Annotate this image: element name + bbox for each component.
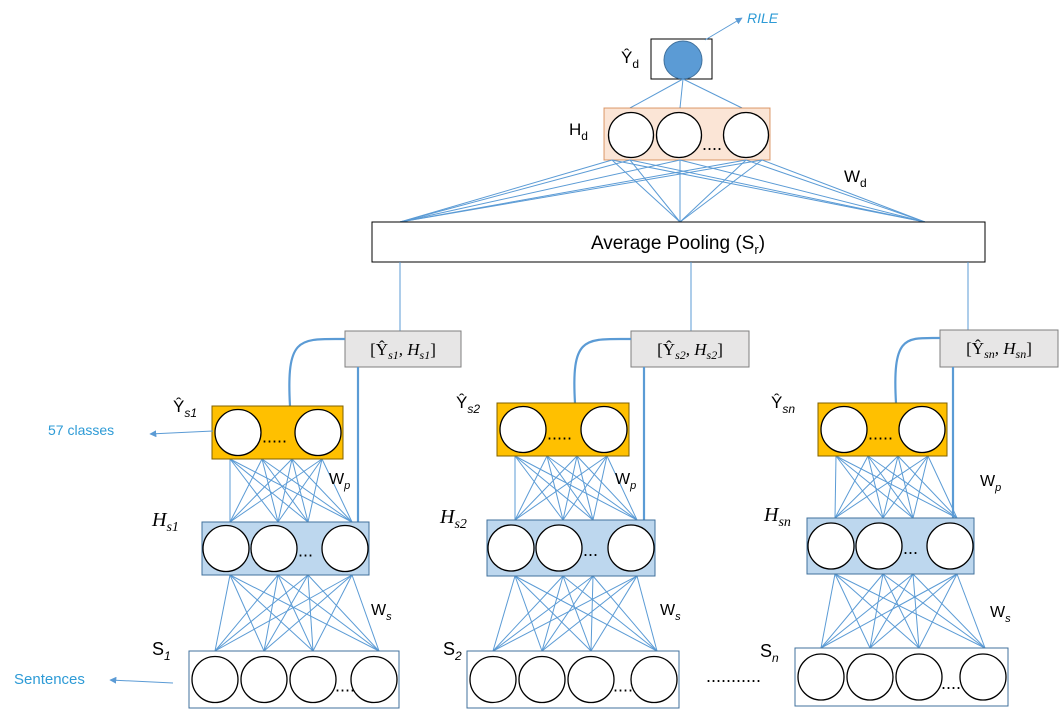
input-node <box>289 655 337 704</box>
class-dots: ..... <box>547 424 572 444</box>
input-node <box>630 655 678 704</box>
hidden-node <box>855 522 903 570</box>
doc-hidden-node <box>722 111 770 159</box>
ws-label: Ws <box>371 602 392 623</box>
class-layer-label: Ŷs2 <box>456 393 480 416</box>
ws-edges <box>820 573 986 649</box>
concat-box <box>630 330 750 368</box>
average-pooling-box <box>371 221 986 263</box>
output-to-doc-hidden-edges <box>629 78 743 109</box>
input-dots: .... <box>941 673 961 693</box>
sentences-arrow <box>109 676 174 684</box>
sentence-hidden-label: Hsn <box>763 504 791 530</box>
doc-hidden-node <box>607 111 655 159</box>
input-node <box>959 653 1007 701</box>
wp-label: Wp <box>615 471 636 492</box>
input-node <box>350 655 398 704</box>
class-to-concat-curve <box>894 336 941 404</box>
classes-arrow <box>149 430 214 438</box>
sentence-input-label: Sn <box>760 641 779 665</box>
doc-hidden-node <box>655 111 703 159</box>
input-node <box>518 655 566 704</box>
sentence-input-label: S1 <box>152 639 171 663</box>
input-node <box>846 653 894 701</box>
wp-label: Wp <box>980 473 1001 494</box>
input-node <box>240 655 288 704</box>
hidden-node <box>321 524 369 573</box>
class-node <box>294 408 342 457</box>
class-layer-label: Ŷsn <box>771 393 795 416</box>
concat-box <box>939 329 1059 368</box>
class-to-concat-curve <box>288 337 346 407</box>
ws-label: Ws <box>990 604 1011 625</box>
annotations: 57 classes Sentences ........... <box>14 422 761 688</box>
ws-edges <box>214 574 380 652</box>
class-dots: ..... <box>262 427 287 447</box>
input-dots: .... <box>335 676 355 696</box>
hidden-node <box>250 524 298 573</box>
sentence-input-label: S2 <box>443 639 462 663</box>
average-pooling-label: Average Pooling (Sr) <box>591 233 765 257</box>
hidden-dots: ... <box>583 540 598 560</box>
ws-label: Ws <box>660 602 681 623</box>
sentence-branches: [Ŷs1, Hs1].....Ŷs1...Hs1....S1WpWs[Ŷs2, … <box>151 329 1059 709</box>
rile-label: RILE <box>747 10 779 26</box>
branch-1: [Ŷs1, Hs1]..... Ŷs1... Hs1.... S1 Wp Ws <box>151 330 462 709</box>
class-dots: ..... <box>868 424 893 444</box>
hidden-dots: ... <box>298 541 313 561</box>
document-level: Ŷd RILE .... Hd <box>371 10 986 331</box>
pooling-to-concat-edges <box>399 262 969 331</box>
ws-edges <box>492 575 658 652</box>
hidden-node <box>926 522 974 570</box>
hidden-node <box>487 524 535 572</box>
concat-box <box>344 330 462 368</box>
class-node <box>820 405 868 454</box>
wp-edges <box>834 455 958 519</box>
classes-annotation: 57 classes <box>48 422 114 438</box>
rile-arrow <box>704 17 743 41</box>
document-output-node <box>663 40 703 80</box>
hidden-node <box>607 524 655 572</box>
hidden-dots: ... <box>903 538 918 558</box>
wp-label: Wp <box>329 471 350 492</box>
doc-hidden-dots: .... <box>702 134 722 154</box>
input-node <box>797 653 845 701</box>
sentences-annotation: Sentences <box>14 671 85 688</box>
class-node <box>580 405 628 454</box>
input-node <box>567 655 615 704</box>
sentence-hidden-label: Hs2 <box>439 506 467 532</box>
branch-3: [Ŷsn, Hsn]..... Ŷsn... Hsn.... Sn Wp Ws <box>760 329 1059 707</box>
input-dots: .... <box>613 676 633 696</box>
document-output-label: Ŷd <box>621 48 639 71</box>
class-to-concat-curve <box>573 337 632 404</box>
branch-2: [Ŷs2, Hs2]..... Ŷs2... Hs2.... S2 Wp Ws <box>439 330 750 709</box>
input-node <box>191 655 239 704</box>
wd-label: Wd <box>844 167 867 190</box>
wd-edges <box>399 159 926 223</box>
class-node <box>898 405 946 454</box>
wp-edges <box>514 455 638 521</box>
concat-label: [Ŷs1, Hs1] <box>370 340 436 362</box>
input-node <box>469 655 517 704</box>
class-node <box>214 408 262 457</box>
document-hidden-label: Hd <box>569 120 588 143</box>
input-node <box>895 653 943 701</box>
class-layer-label: Ŷs1 <box>173 397 197 420</box>
between-branch-dots: ........... <box>706 666 761 686</box>
concat-label: [Ŷs2, Hs2] <box>657 340 723 362</box>
hidden-node <box>535 524 583 572</box>
wp-edges <box>229 458 353 523</box>
hidden-node <box>202 524 250 573</box>
class-node <box>499 405 547 454</box>
sentence-hidden-label: Hs1 <box>151 509 179 535</box>
hidden-node <box>807 522 855 570</box>
concat-label: [Ŷsn, Hsn] <box>966 339 1032 361</box>
